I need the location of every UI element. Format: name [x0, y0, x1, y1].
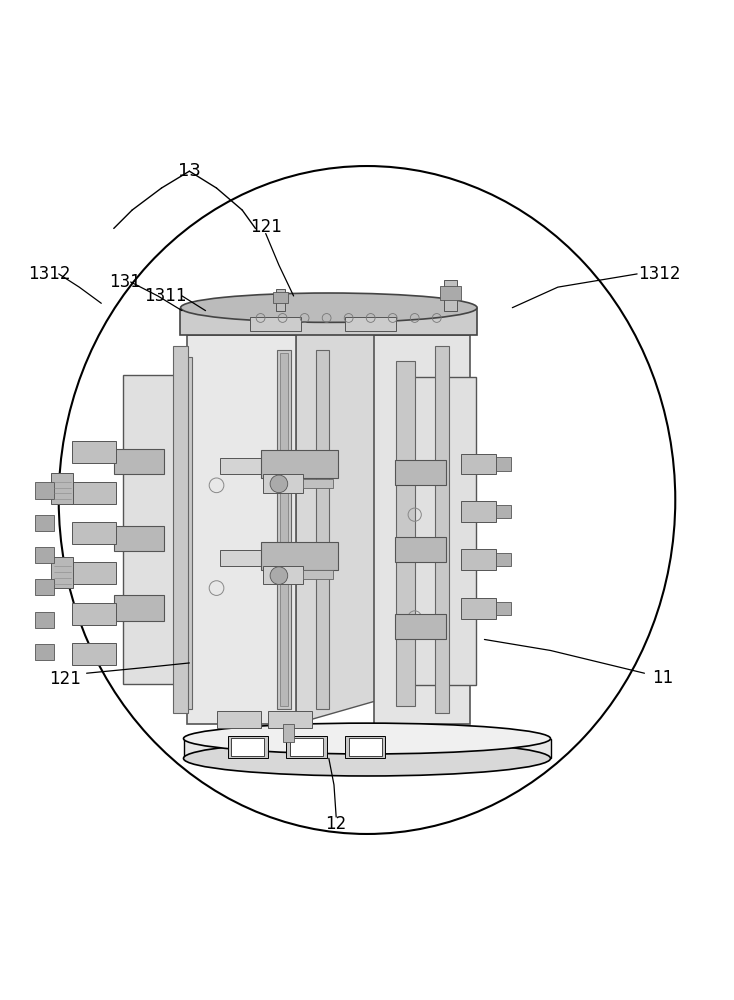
- Bar: [395, 460, 446, 485]
- Bar: [114, 449, 164, 474]
- Ellipse shape: [184, 723, 550, 754]
- Bar: [345, 736, 385, 758]
- Bar: [35, 579, 54, 595]
- Bar: [316, 350, 329, 709]
- Ellipse shape: [184, 741, 550, 776]
- Bar: [176, 357, 192, 709]
- Text: 1312: 1312: [639, 265, 681, 283]
- Bar: [173, 346, 188, 713]
- Bar: [395, 537, 446, 562]
- Text: 1312: 1312: [28, 265, 70, 283]
- Text: 121: 121: [48, 670, 81, 688]
- Bar: [374, 335, 470, 724]
- Bar: [72, 482, 116, 504]
- Bar: [35, 612, 54, 628]
- Bar: [435, 346, 449, 713]
- Text: 12: 12: [326, 815, 346, 833]
- Bar: [461, 549, 496, 570]
- Text: 1311: 1311: [145, 287, 187, 305]
- Bar: [303, 479, 333, 488]
- Bar: [217, 711, 261, 728]
- Bar: [35, 644, 54, 660]
- Bar: [51, 557, 73, 588]
- Polygon shape: [180, 309, 477, 335]
- Bar: [35, 515, 54, 531]
- Circle shape: [270, 475, 288, 493]
- Bar: [273, 292, 288, 303]
- Bar: [114, 595, 164, 621]
- Bar: [461, 454, 496, 474]
- Bar: [187, 335, 296, 724]
- Bar: [277, 350, 291, 709]
- Polygon shape: [296, 302, 411, 724]
- Bar: [72, 441, 116, 463]
- Bar: [461, 598, 496, 619]
- Bar: [280, 353, 288, 706]
- Bar: [72, 522, 116, 544]
- Ellipse shape: [181, 293, 477, 322]
- Bar: [303, 570, 333, 579]
- Bar: [496, 457, 511, 471]
- Bar: [268, 711, 312, 728]
- Bar: [286, 736, 327, 758]
- Bar: [123, 375, 191, 684]
- Bar: [250, 316, 301, 331]
- Bar: [276, 289, 285, 311]
- Bar: [72, 603, 116, 625]
- Bar: [35, 547, 54, 563]
- Bar: [51, 473, 73, 504]
- Bar: [396, 361, 415, 706]
- Bar: [261, 542, 338, 570]
- Bar: [114, 526, 164, 551]
- Bar: [496, 505, 511, 518]
- Bar: [263, 566, 303, 584]
- Bar: [220, 458, 263, 474]
- Bar: [261, 450, 338, 478]
- Bar: [349, 738, 382, 756]
- Bar: [228, 736, 268, 758]
- Text: 131: 131: [109, 273, 140, 291]
- Bar: [496, 602, 511, 615]
- Text: 121: 121: [250, 218, 282, 236]
- Bar: [290, 738, 323, 756]
- Bar: [72, 643, 116, 665]
- Bar: [395, 614, 446, 639]
- Circle shape: [270, 567, 288, 584]
- Text: 11: 11: [652, 669, 673, 687]
- Bar: [283, 724, 294, 742]
- Bar: [220, 550, 263, 566]
- Ellipse shape: [59, 166, 675, 834]
- Bar: [72, 562, 116, 584]
- Bar: [263, 474, 303, 493]
- Bar: [345, 316, 396, 331]
- Text: 13: 13: [178, 162, 201, 180]
- Bar: [35, 482, 54, 499]
- Bar: [496, 553, 511, 566]
- Bar: [440, 286, 461, 300]
- Bar: [444, 280, 457, 311]
- Polygon shape: [184, 739, 550, 758]
- Bar: [231, 738, 264, 756]
- Bar: [461, 501, 496, 522]
- Bar: [410, 377, 476, 685]
